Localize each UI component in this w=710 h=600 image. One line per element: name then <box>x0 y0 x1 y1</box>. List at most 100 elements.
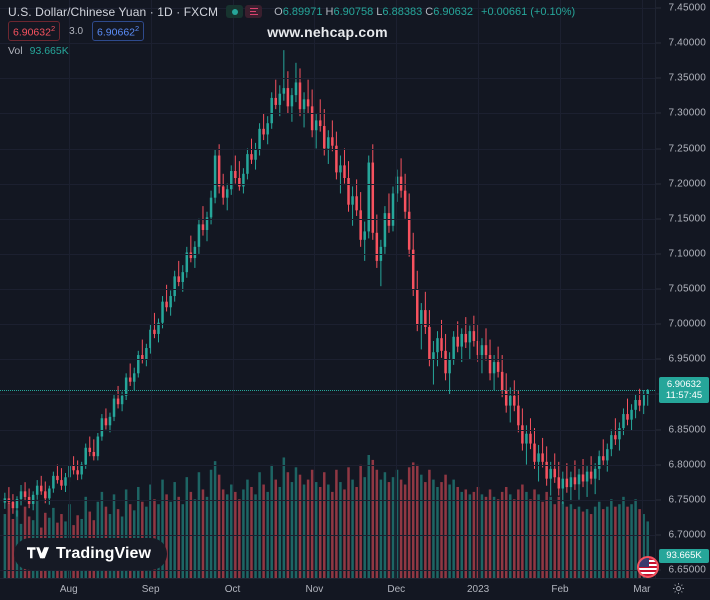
candle-body <box>266 123 269 135</box>
candle-body <box>517 405 520 426</box>
candle-body <box>76 470 79 475</box>
price-tick-label: 7.15000 <box>668 213 706 225</box>
gridline-vertical <box>396 0 398 578</box>
volume-bar <box>581 511 585 578</box>
volume-bar <box>225 494 229 578</box>
volume-bar <box>310 469 314 578</box>
candle-body <box>258 128 261 150</box>
candle-body <box>343 165 346 178</box>
volume-bar <box>436 486 439 578</box>
volume-bar <box>221 489 225 578</box>
candle-body <box>314 120 318 131</box>
volume-bar <box>294 467 298 578</box>
volume-bar <box>258 472 261 578</box>
price-tick-dash <box>656 77 661 79</box>
candle-body <box>286 88 290 107</box>
gridline-vertical <box>232 0 234 578</box>
volume-bar <box>137 486 140 578</box>
candle-body <box>383 213 387 247</box>
volume-bar <box>246 479 249 578</box>
candle-body <box>246 154 249 174</box>
candle-body <box>606 449 609 461</box>
volume-bar <box>403 484 407 578</box>
price-axis[interactable]: 6.90632 11:57:45 93.665K 7.45000 7.40000 7… <box>655 0 710 578</box>
price-tick-label: 7.00000 <box>668 318 706 330</box>
volume-bar <box>351 479 354 578</box>
price-tick-dash <box>656 288 661 290</box>
candle-body <box>80 464 83 475</box>
candle-body <box>153 329 156 334</box>
volume-bar <box>476 486 480 578</box>
candle-body <box>367 162 370 232</box>
candle-body <box>638 399 641 406</box>
candle-body <box>221 186 225 198</box>
volume-bar <box>626 506 629 578</box>
volume-bar <box>646 521 649 578</box>
volume-bar <box>480 494 484 578</box>
candle-body <box>593 468 597 479</box>
chart-plot-area[interactable] <box>0 0 655 578</box>
volume-bar <box>201 489 205 578</box>
volume-bar <box>601 509 605 578</box>
price-tick-dash <box>656 464 661 466</box>
volume-bar <box>444 474 447 578</box>
volume-bar <box>537 494 540 578</box>
candle-body <box>104 418 108 426</box>
volume-bar <box>456 486 459 578</box>
candle-body <box>165 301 168 308</box>
volume-bar <box>464 489 468 578</box>
candle-body <box>581 474 585 482</box>
gear-icon[interactable] <box>672 582 685 595</box>
gridline-vertical <box>478 0 480 578</box>
price-tick-dash <box>656 7 661 9</box>
candle-body <box>436 338 439 353</box>
time-tick-label: Oct <box>224 584 241 595</box>
candle-body <box>444 350 447 374</box>
volume-bar <box>335 469 338 578</box>
volume-bar <box>606 506 609 578</box>
gridline-vertical <box>641 0 643 578</box>
volume-bar <box>7 502 11 578</box>
volume-bar <box>549 496 552 578</box>
candle-body <box>60 480 63 486</box>
candle-body <box>189 252 193 259</box>
candle-body <box>274 97 277 105</box>
price-tick-dash <box>656 183 661 185</box>
volume-bar <box>242 489 245 578</box>
tradingview-logo[interactable]: TradingView <box>14 538 168 570</box>
volume-bar <box>314 482 318 578</box>
time-tick-label: Sep <box>141 584 160 595</box>
candle-body <box>472 331 476 341</box>
candle-body <box>44 491 47 499</box>
volume-bar <box>3 514 7 578</box>
candle-body <box>318 120 322 127</box>
candle-body <box>375 232 379 261</box>
time-axis[interactable]: Aug Sep Oct Nov Dec 2023 Feb Mar <box>0 578 710 600</box>
gridline-horizontal <box>0 359 655 361</box>
gridline-vertical <box>150 0 152 578</box>
candle-body <box>569 477 573 488</box>
price-tick-label: 7.30000 <box>668 107 706 119</box>
candle-body <box>298 82 302 110</box>
volume-bar <box>177 496 180 578</box>
candle-body <box>553 468 556 478</box>
volume-bar <box>327 484 330 578</box>
candle-body <box>614 435 617 440</box>
volume-bar <box>561 501 565 578</box>
candle-body <box>161 301 164 323</box>
gridline-horizontal <box>0 499 655 501</box>
volume-bar <box>565 506 569 578</box>
volume-bar <box>205 496 209 578</box>
price-tick-label: 6.80000 <box>668 459 706 471</box>
volume-bar <box>286 472 290 578</box>
candle-body <box>197 224 201 247</box>
time-tick-label: Mar <box>633 584 651 595</box>
volume-bar <box>282 457 286 578</box>
volume-bar <box>618 504 621 578</box>
candle-body <box>173 276 176 297</box>
volume-bar <box>589 514 593 578</box>
candle-body <box>88 447 92 452</box>
tradingview-logo-icon <box>27 547 49 559</box>
volume-bar <box>173 482 176 578</box>
candle-body <box>250 154 253 160</box>
